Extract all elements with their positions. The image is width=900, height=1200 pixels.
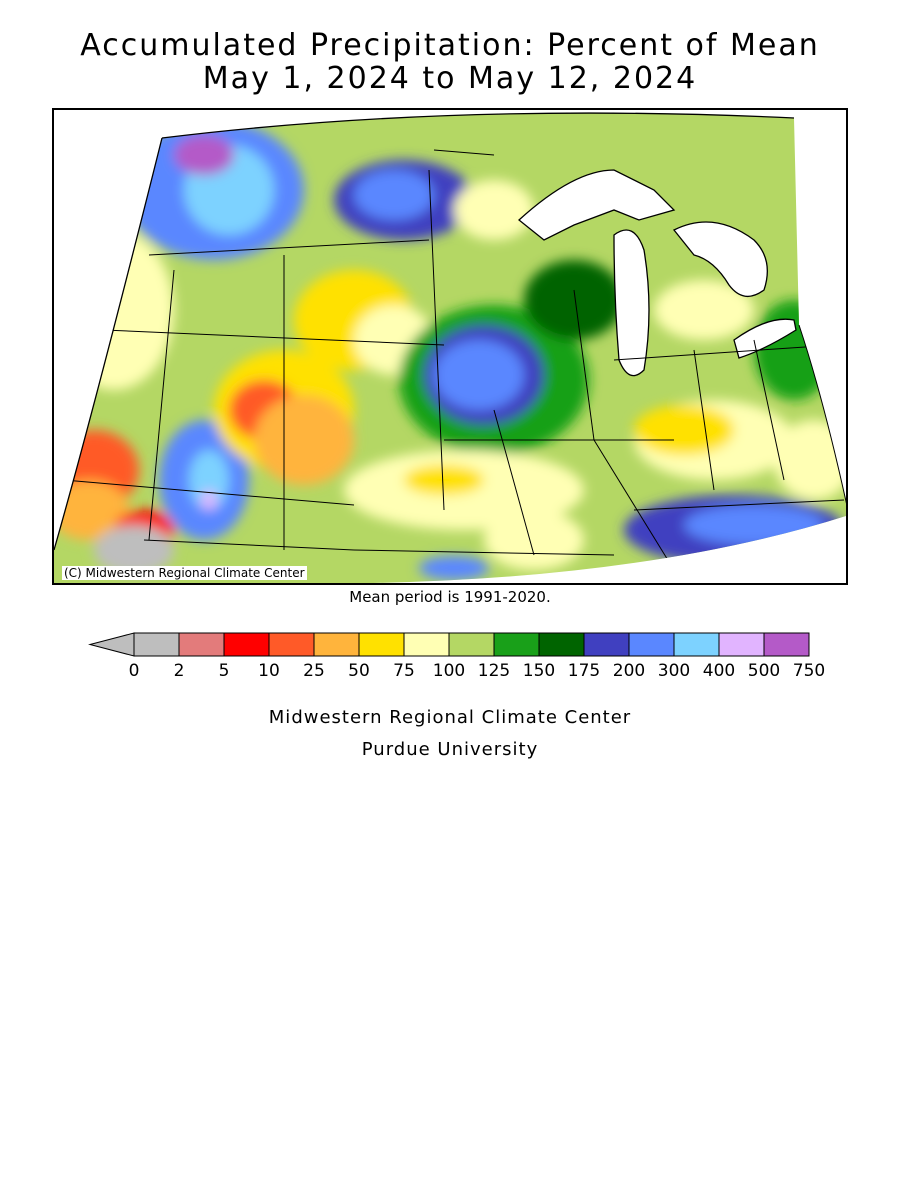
map-title-line1: Accumulated Precipitation: Percent of Me… [80, 28, 820, 63]
mean-period-note: Mean period is 1991-2020. [349, 588, 551, 606]
legend-swatch-125 [493, 632, 540, 657]
legend-label-150: 150 [523, 661, 555, 681]
legend-swatch-400 [718, 632, 765, 657]
credit-organization: Midwestern Regional Climate Center [268, 707, 632, 728]
legend-swatch-75 [403, 632, 450, 657]
legend-label-5: 5 [219, 661, 230, 681]
legend-label-25: 25 [303, 661, 325, 681]
legend-swatch-100 [448, 632, 495, 657]
legend-swatch-500 [763, 632, 810, 657]
legend-arrow-below-zero [88, 632, 135, 657]
copyright-label: (C) Midwestern Regional Climate Center [62, 566, 307, 580]
legend-swatch-150 [538, 632, 585, 657]
legend-swatch-300 [673, 632, 720, 657]
credit-university: Purdue University [361, 739, 539, 760]
legend-label-10: 10 [258, 661, 280, 681]
legend-label-750: 750 [793, 661, 825, 681]
legend-swatch-0 [133, 632, 180, 657]
legend-swatch-2 [178, 632, 225, 657]
precipitation-field [54, 113, 846, 583]
legend-label-400: 400 [703, 661, 735, 681]
legend-label-175: 175 [568, 661, 600, 681]
legend-label-0: 0 [129, 661, 140, 681]
legend-label-50: 50 [348, 661, 370, 681]
legend-swatch-200 [628, 632, 675, 657]
legend-swatch-50 [358, 632, 405, 657]
legend-swatch-10 [268, 632, 315, 657]
map-title-line2: May 1, 2024 to May 12, 2024 [202, 61, 698, 96]
legend-label-500: 500 [748, 661, 780, 681]
legend-label-2: 2 [174, 661, 185, 681]
color-legend: 0 2 5 10 25 50 75 100 125 150 175 200 300 400 500 750 [88, 630, 848, 690]
precipitation-map: (C) Midwestern Regional Climate Center [52, 108, 848, 585]
legend-swatch-5 [223, 632, 270, 657]
legend-label-75: 75 [393, 661, 415, 681]
legend-label-100: 100 [433, 661, 465, 681]
legend-swatch-25 [313, 632, 360, 657]
legend-label-200: 200 [613, 661, 645, 681]
legend-label-300: 300 [658, 661, 690, 681]
legend-label-125: 125 [478, 661, 510, 681]
legend-swatch-175 [583, 632, 630, 657]
